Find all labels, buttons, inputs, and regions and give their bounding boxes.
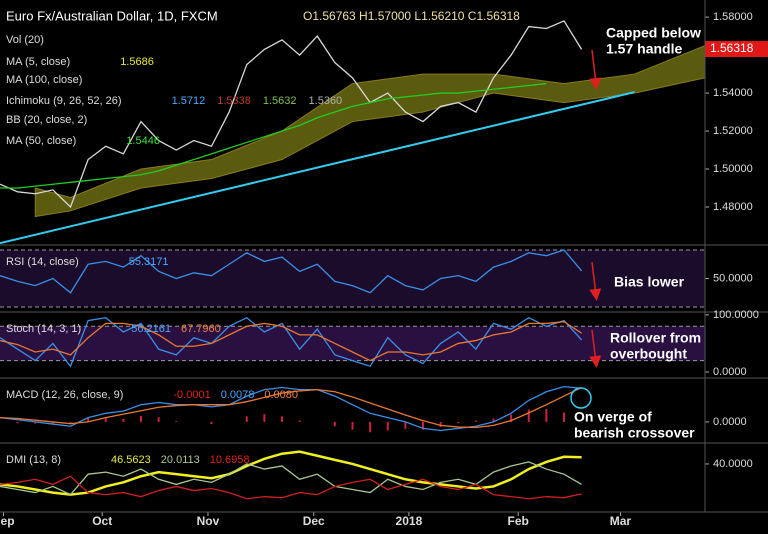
y-tick-label: 1.54000 (713, 87, 753, 99)
annotation-circle (570, 387, 592, 409)
panel-background (0, 326, 705, 361)
series-line (0, 386, 582, 429)
annotation: Bias lower (614, 274, 685, 290)
y-tick-label: 1.48000 (713, 201, 753, 213)
annotation: On verge of (574, 409, 652, 425)
histogram-bar (140, 415, 142, 422)
reading: 0.0080 (264, 389, 298, 401)
indicator-reading: 1.5686 (120, 56, 154, 68)
reading: 10.6958 (210, 454, 250, 466)
y-tick-label: 1.50000 (713, 163, 753, 175)
reading: 46.5623 (111, 454, 151, 466)
indicator-reading: 1.5446 (126, 135, 160, 147)
histogram-bar (404, 421, 407, 429)
last-price-box (705, 41, 768, 58)
series-line (0, 249, 583, 294)
x-tick-label: Feb (508, 514, 529, 528)
histogram-bar (16, 421, 19, 424)
histogram-bar (369, 421, 372, 433)
series-line (0, 475, 582, 500)
histogram-bar (386, 421, 389, 431)
reading: 20.0113 (161, 454, 200, 466)
histogram-bar (492, 418, 495, 422)
reading: 67.7960 (181, 323, 221, 335)
histogram-bar (333, 421, 336, 427)
reading: 0.0078 (221, 389, 255, 401)
histogram-bar (351, 421, 354, 430)
trendline (0, 91, 635, 245)
histogram-bar (457, 421, 460, 424)
indicator-name: BB (20, close, 2) (6, 114, 87, 126)
annotation: overbought (610, 346, 687, 362)
histogram-bar (34, 421, 37, 424)
series-line (0, 461, 582, 496)
histogram-bar (563, 412, 565, 422)
histogram-bar (51, 421, 54, 425)
series-line (0, 316, 583, 368)
annotation: 1.57 handle (606, 41, 682, 57)
panel-title: MACD (12, 26, close, 9) (6, 389, 123, 401)
histogram-bar (210, 421, 213, 425)
x-tick-label: 2018 (396, 514, 423, 528)
ohlc-values: O1.56763 H1.57000 L1.56210 C1.56318 (303, 9, 520, 23)
histogram-bar (263, 414, 266, 422)
indicator-name: MA (100, close) (6, 74, 82, 86)
panel-background (0, 249, 705, 308)
reading: -0.0001 (173, 389, 210, 401)
x-tick-label: Dec (303, 514, 325, 528)
indicator-name: MA (50, close) (6, 135, 76, 147)
series-line (0, 20, 583, 209)
y-tick-label: 0.0000 (713, 366, 747, 378)
histogram-bar (157, 417, 160, 422)
last-price-label: 1.56318 (710, 41, 754, 55)
histogram-bar (545, 409, 548, 422)
histogram-bar (104, 417, 107, 422)
histogram-bar (281, 416, 283, 422)
indicator-reading: 1.5338 (217, 95, 251, 107)
annotation-arrow (589, 329, 602, 368)
y-tick-label: 1.52000 (713, 125, 753, 137)
indicator-reading: 1.5632 (263, 95, 297, 107)
histogram-bar (122, 418, 125, 422)
histogram-bar (510, 414, 513, 422)
y-tick-label: 40.0000 (713, 458, 753, 470)
series-line (0, 321, 582, 362)
series-line (0, 450, 582, 496)
series-line (0, 82, 547, 189)
panel-title: DMI (13, 8) (6, 454, 61, 466)
reading: 56.2161 (131, 323, 171, 335)
annotation: Capped below (606, 25, 701, 41)
indicator-reading: 1.5360 (309, 95, 343, 107)
histogram-bar (175, 421, 178, 422)
histogram-bar (298, 420, 301, 422)
annotation: bearish crossover (574, 425, 695, 441)
x-tick-label: Nov (197, 514, 220, 528)
indicator-name: Ichimoku (9, 26, 52, 26) (6, 95, 122, 107)
annotation: Rollover from (610, 330, 701, 346)
y-tick-label: 50.0000 (713, 272, 753, 284)
histogram-bar (439, 421, 442, 428)
reading: 55.3171 (129, 256, 169, 268)
y-tick-label: 100.0000 (713, 309, 759, 321)
x-tick-label: Oct (92, 514, 112, 528)
panel-title: Euro Fx/Australian Dollar, 1D, FXCM (6, 8, 218, 23)
series-line (0, 385, 582, 432)
y-tick-label: 0.0000 (713, 416, 747, 428)
histogram-bar (87, 417, 90, 422)
panel-title: RSI (14, close) (6, 256, 79, 268)
x-tick-label: Sep (0, 514, 15, 528)
histogram-bar (474, 420, 477, 422)
indicator-name: Vol (20) (6, 34, 44, 46)
histogram-bar (422, 421, 424, 430)
panel-title: Stoch (14, 3, 1) (6, 323, 81, 335)
histogram-bar (527, 409, 530, 422)
indicator-name: MA (5, close) (6, 56, 70, 68)
histogram-bar (245, 416, 248, 422)
indicator-reading: 1.5712 (172, 95, 206, 107)
x-tick-label: Mar (610, 514, 632, 528)
annotation-arrow (589, 261, 602, 301)
annotation-arrow (589, 49, 602, 90)
y-tick-label: 1.58000 (713, 11, 753, 23)
